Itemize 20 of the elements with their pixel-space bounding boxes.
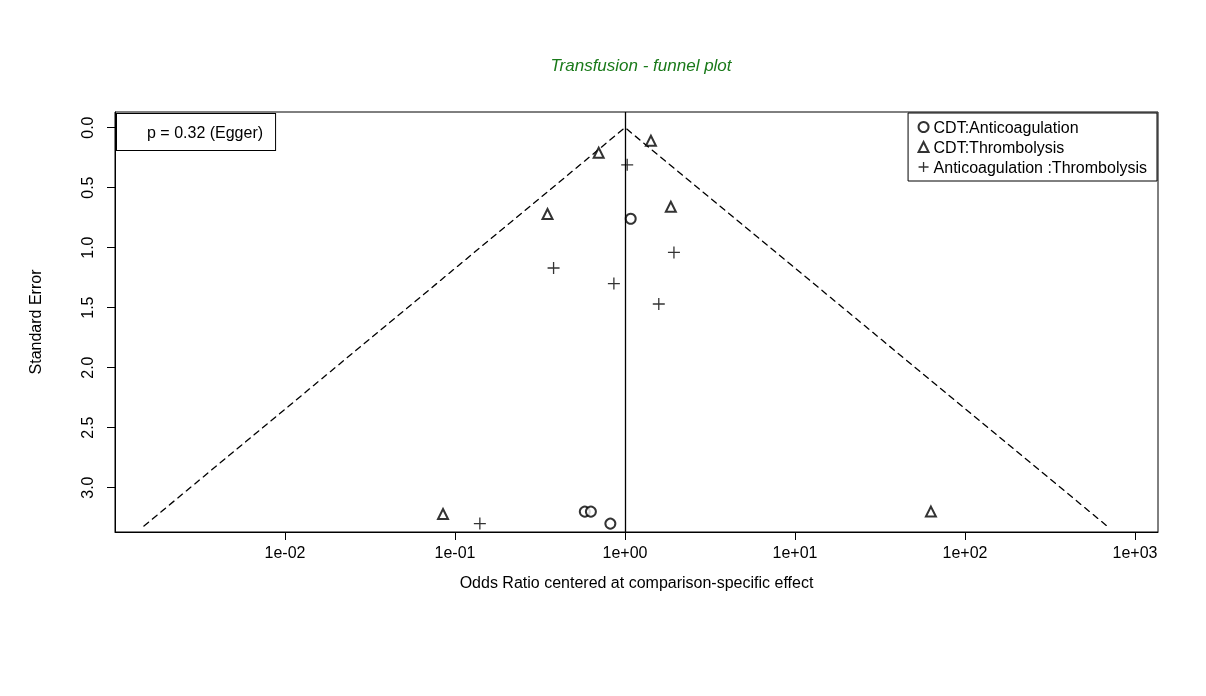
y-tick-label: 3.0 xyxy=(78,476,96,499)
y-tick-label: 2.0 xyxy=(78,356,96,379)
x-tick-label: 1e+03 xyxy=(1112,543,1158,561)
y-tick-label: 0.0 xyxy=(78,116,96,139)
x-tick-label: 1e-01 xyxy=(434,543,476,561)
y-axis-title: Standard Error xyxy=(26,268,44,375)
x-tick-label: 1e+01 xyxy=(772,543,818,561)
legend-label: Anticoagulation :Thrombolysis xyxy=(933,158,1147,176)
y-tick-label: 1.5 xyxy=(78,296,96,319)
legend-label: CDT:Thrombolysis xyxy=(933,138,1065,156)
x-tick-label: 1e+00 xyxy=(602,543,648,561)
y-tick-label: 2.5 xyxy=(78,416,96,439)
annotation: p = 0.32 (Egger) xyxy=(147,123,264,141)
x-axis-title: Odds Ratio centered at comparison-specific effect xyxy=(459,574,814,591)
x-tick-label: 1e+02 xyxy=(942,543,988,561)
y-tick-label: 0.5 xyxy=(78,176,96,199)
legend-label: CDT:Anticoagulation xyxy=(933,118,1079,136)
x-tick-label: 1e-02 xyxy=(264,543,306,561)
chart-title: Transfusion - funnel plot xyxy=(550,56,733,75)
y-tick-label: 1.0 xyxy=(78,236,96,259)
